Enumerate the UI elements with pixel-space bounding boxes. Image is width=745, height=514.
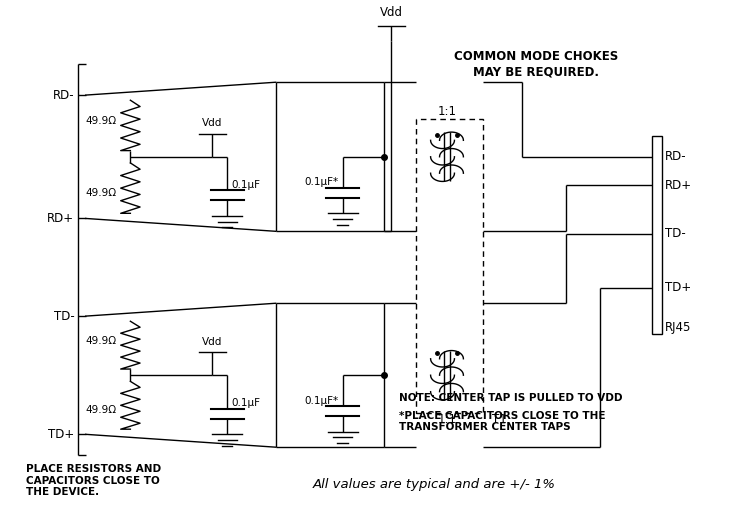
Text: 49.9Ω: 49.9Ω: [86, 405, 117, 415]
Bar: [652, 136, 662, 334]
Text: *PLACE CAPACITORS CLOSE TO THE
TRANSFORMER CENTER TAPS: *PLACE CAPACITORS CLOSE TO THE TRANSFORM…: [399, 411, 605, 432]
Text: 0.1μF*: 0.1μF*: [305, 396, 339, 406]
Text: NOTE: CENTER TAP IS PULLED TO VDD: NOTE: CENTER TAP IS PULLED TO VDD: [399, 393, 622, 403]
Text: RD-: RD-: [53, 88, 74, 102]
Text: PLACE RESISTORS AND
CAPACITORS CLOSE TO
THE DEVICE.: PLACE RESISTORS AND CAPACITORS CLOSE TO …: [26, 464, 161, 497]
Text: 49.9Ω: 49.9Ω: [86, 188, 117, 198]
Text: RD+: RD+: [48, 212, 74, 225]
Text: 0.1μF*: 0.1μF*: [305, 177, 339, 188]
Text: 0.1μF: 0.1μF: [231, 398, 260, 409]
Bar: [416, 119, 483, 413]
Text: 0.1μF: 0.1μF: [231, 180, 260, 190]
Text: 49.9Ω: 49.9Ω: [86, 116, 117, 126]
Text: TD+: TD+: [665, 281, 691, 295]
Text: 1:1: 1:1: [437, 413, 457, 426]
Text: 49.9Ω: 49.9Ω: [86, 336, 117, 345]
Text: T1: T1: [492, 413, 507, 426]
Text: RD+: RD+: [665, 178, 692, 192]
Text: COMMON MODE CHOKES
MAY BE REQUIRED.: COMMON MODE CHOKES MAY BE REQUIRED.: [454, 50, 618, 78]
Text: Vdd: Vdd: [202, 118, 223, 128]
Text: All values are typical and are +/- 1%: All values are typical and are +/- 1%: [313, 478, 556, 491]
Text: 1:1: 1:1: [437, 105, 457, 118]
Text: RD-: RD-: [665, 150, 687, 163]
Text: RJ45: RJ45: [665, 321, 691, 335]
Text: Vdd: Vdd: [202, 337, 223, 347]
Text: TD-: TD-: [54, 309, 74, 323]
Text: TD-: TD-: [665, 227, 686, 241]
Text: Vdd: Vdd: [380, 6, 402, 20]
Text: TD+: TD+: [48, 428, 74, 441]
